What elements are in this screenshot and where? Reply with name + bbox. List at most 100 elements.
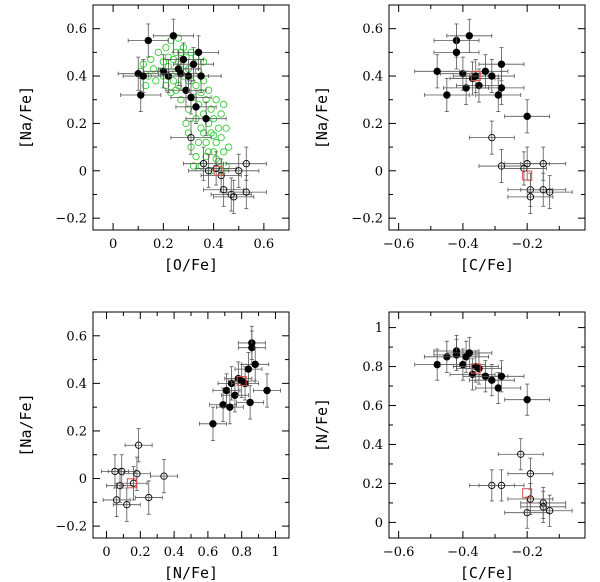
data-point-filled — [497, 60, 506, 68]
data-point-open — [187, 133, 195, 142]
y-tick-label: 0.4 — [66, 377, 87, 392]
data-point-filled — [494, 91, 502, 99]
series-mean-value — [213, 165, 224, 176]
y-tick-label: 0 — [79, 472, 87, 487]
data-point-open — [546, 188, 554, 196]
data-point-open — [118, 467, 126, 476]
error-bar — [150, 459, 178, 494]
y-tick-label: 0.6 — [66, 329, 87, 344]
data-point-open — [192, 81, 200, 90]
mean-marker — [470, 363, 481, 374]
error-bar — [526, 175, 573, 210]
data-point-filled — [139, 72, 147, 80]
panel-n-fe-vs-na-fe: 0 0.2 0.4 0.6 0.8 1 −0.2 0 0.2 0.4 0.6 [N/Fe] [Na/Fe… — [17, 311, 290, 582]
error-bar — [468, 120, 515, 155]
data-point-open — [488, 133, 496, 142]
data-point-filled — [182, 86, 190, 94]
y-tick-label: 0.2 — [66, 117, 87, 132]
data-point-open — [194, 138, 203, 147]
y-tick-label: 0.2 — [362, 477, 383, 492]
data-point-open — [217, 110, 225, 118]
data-point-filled — [523, 395, 531, 404]
error-bar — [526, 494, 573, 527]
error-bar — [478, 469, 525, 502]
data-point-filled — [465, 32, 474, 40]
data-point-filled — [197, 72, 205, 80]
error-bar — [124, 428, 153, 463]
plot-frame — [388, 311, 586, 539]
error-bar — [107, 454, 136, 489]
x-tick-label: 0 — [109, 237, 117, 252]
y-tick-label: 0 — [375, 164, 383, 179]
data-point-filled — [244, 365, 253, 373]
mean-marker — [126, 478, 137, 489]
x-tick-label: 1 — [271, 545, 279, 560]
data-point-open — [526, 495, 535, 503]
x-axis-label: [C/Fe] — [460, 256, 514, 274]
data-point-open — [227, 190, 235, 199]
plot-frame — [92, 311, 290, 539]
series-na-poor-stars — [101, 428, 178, 522]
data-point-open — [142, 81, 150, 90]
data-point-filled — [462, 84, 470, 92]
data-point-filled — [246, 398, 254, 407]
data-point-open — [184, 105, 193, 113]
data-point-filled — [209, 420, 217, 428]
series-na-rich-stars — [117, 18, 227, 136]
data-point-open — [160, 472, 168, 480]
data-point-filled — [465, 349, 474, 357]
data-point-filled — [497, 84, 506, 92]
data-point-open — [199, 160, 208, 168]
data-point-open — [212, 138, 220, 147]
data-point-open — [169, 77, 178, 85]
x-axis-label: [N/Fe] — [164, 564, 218, 582]
data-point-filled — [497, 372, 506, 380]
x-axis-label: [C/Fe] — [460, 564, 514, 582]
panel-c-fe-vs-n-fe: −0.6 −0.4 −0.2 0 0.2 0.4 0.6 0.8 1 [C/Fe] [N/Fe] — [313, 311, 586, 582]
data-point-open — [147, 55, 155, 64]
x-tick-label: −0.2 — [511, 545, 543, 560]
data-point-open — [192, 152, 200, 161]
data-point-open — [197, 162, 205, 170]
data-point-open — [214, 157, 223, 165]
data-point-open — [217, 133, 225, 142]
data-point-open — [162, 43, 170, 52]
data-point-open — [123, 501, 131, 509]
data-point-open — [517, 450, 525, 458]
data-point-filled — [494, 384, 502, 392]
y-axis-label: [Na/Fe] — [17, 393, 35, 456]
data-point-open — [182, 119, 190, 128]
y-tick-label: 0.2 — [362, 117, 383, 132]
error-bar — [520, 490, 567, 523]
data-point-filled — [475, 364, 483, 373]
x-tick-label: 0.6 — [198, 545, 219, 560]
x-tick-label: 0 — [102, 545, 110, 560]
data-point-open — [539, 160, 547, 168]
series-comparison-sample — [137, 34, 233, 175]
series-mean-value — [126, 375, 247, 489]
error-bar — [112, 487, 141, 522]
y-tick-label: 0.4 — [362, 438, 383, 453]
error-bar — [183, 146, 225, 181]
series-mean-value — [470, 363, 533, 499]
error-bar — [225, 175, 267, 210]
x-tick-label: −0.4 — [447, 545, 479, 560]
panel-o-fe-vs-na-fe: 0 0.2 0.4 0.6 −0.2 0 0.2 0.4 0.6 [O/Fe] [Na/Fe] — [17, 4, 290, 274]
y-tick-label: 0.4 — [66, 70, 87, 85]
series-n-poor-stars — [468, 438, 573, 529]
data-point-open — [235, 167, 243, 175]
y-tick-label: −0.2 — [351, 212, 383, 227]
x-tick-label: 0.2 — [130, 545, 151, 560]
mean-marker — [236, 375, 247, 386]
x-tick-label: 0.2 — [153, 237, 174, 252]
x-tick-label: 0.6 — [254, 237, 275, 252]
x-tick-label: 0.4 — [164, 545, 185, 560]
data-point-filled — [144, 36, 152, 45]
data-point-open — [222, 124, 230, 132]
series-mean-value — [470, 71, 533, 181]
data-point-open — [526, 470, 535, 478]
data-point-open — [220, 186, 228, 194]
data-point-open — [152, 77, 160, 85]
series-n-rich-stars — [414, 334, 551, 416]
error-bar — [134, 480, 163, 515]
